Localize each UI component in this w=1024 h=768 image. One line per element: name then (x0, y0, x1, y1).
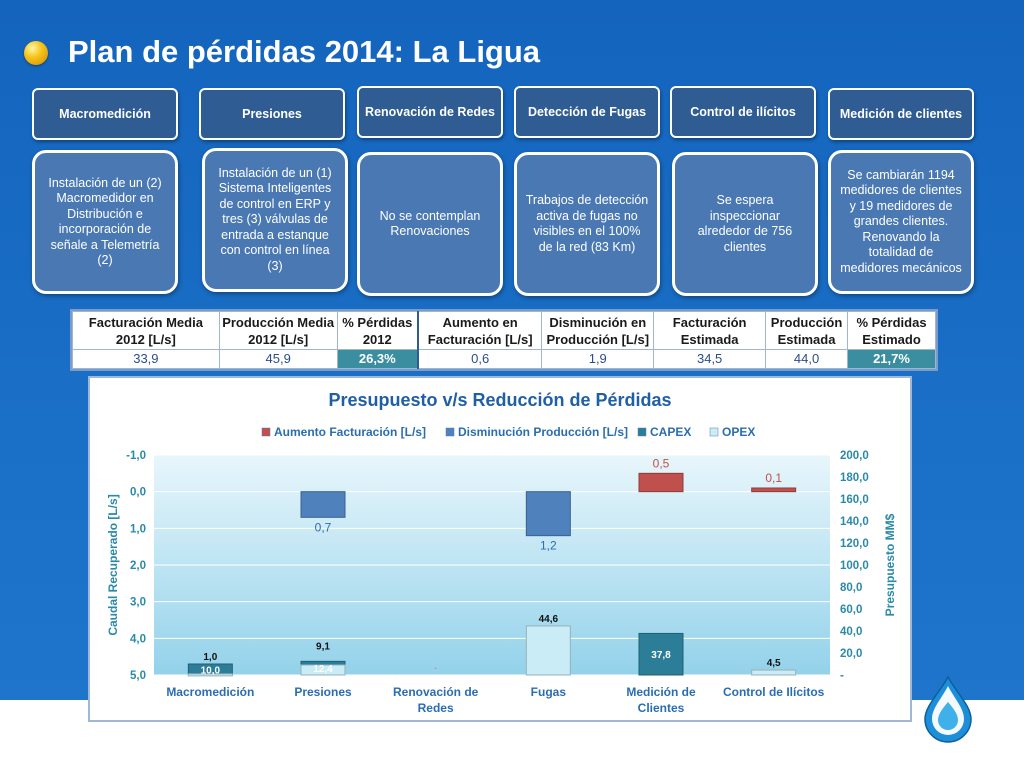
x-tick-label: Macromedición (166, 685, 254, 699)
x-tick-label: Presiones (294, 685, 352, 699)
bar-value-label: 0,5 (653, 456, 670, 470)
water-drop-logo (924, 675, 972, 743)
table-value-cell: 44,0 (765, 349, 849, 369)
x-tick-label: Control de Ilícitos (723, 685, 825, 699)
desc-presiones: Instalación de un (1) Sistema Inteligent… (202, 148, 348, 292)
left-tick-label: 2,0 (130, 560, 146, 572)
right-tick-label: 120,0 (840, 538, 869, 550)
chart-bar (525, 625, 571, 676)
bar-value-label: - (434, 663, 437, 674)
chart-data-labels: 0,5 0,1 0,7 1,2 10,0 12,4 - 37,8 1,0 9,1 44,6 4,5 (201, 456, 783, 676)
table-value-row: 33,9 45,9 26,3% 0,6 1,9 34,5 44,0 21,7% (72, 349, 936, 369)
chart-gridlines (154, 454, 830, 676)
left-tick-label: 3,0 (130, 597, 146, 609)
bar-value-label: 1,0 (203, 652, 217, 663)
chart-bar (751, 487, 797, 493)
right-axis-ticks: - 20,0 40,0 60,0 80,0 100,0 120,0 140,0 160,0 180… (840, 450, 869, 682)
table-header-cell: % Pérdidas Estimado (847, 311, 936, 350)
header-control-ilicitos: Control de ilícitos (670, 86, 816, 138)
table-header-row: Facturación Media 2012 [L/s] Producción … (72, 311, 936, 350)
legend-swatch (709, 427, 719, 437)
bar-value-label: 9,1 (316, 641, 330, 652)
chart-bar (638, 472, 684, 493)
desc-renovacion-redes: No se contemplan Renovaciones (357, 152, 503, 296)
desc-medicion-clientes: Se cambiarán 1194 medidores de clientes … (828, 150, 974, 294)
header-presiones: Presiones (199, 88, 345, 140)
bar-value-label: 0,1 (765, 471, 782, 485)
chart-title: Presupuesto v/s Reducción de Pérdidas (328, 390, 671, 410)
legend-label: Aumento Facturación [L/s] (274, 425, 426, 439)
bar-value-label: 0,7 (315, 520, 332, 534)
right-tick-label: 140,0 (840, 516, 869, 528)
left-tick-label: 1,0 (130, 523, 146, 535)
table-header-cell: % Pérdidas 2012 (336, 311, 419, 350)
budget-loss-chart: Presupuesto v/s Reducción de Pérdidas Au… (106, 390, 897, 715)
right-tick-label: 20,0 (840, 648, 862, 660)
table-value-cell: 34,5 (653, 349, 767, 369)
bullet-icon (24, 41, 48, 65)
table-value-cell: 45,9 (218, 349, 338, 369)
table-header-cell: Producción Estimada (765, 311, 849, 350)
table-header-cell: Facturación Estimada (653, 311, 767, 350)
right-tick-label: 200,0 (840, 450, 869, 462)
left-tick-label: 4,0 (130, 633, 146, 645)
legend-label: Disminución Producción [L/s] (458, 425, 628, 439)
desc-deteccion-fugas: Trabajos de detección activa de fugas no… (514, 152, 660, 296)
bar-value-label: 4,5 (767, 658, 781, 669)
summary-table: Facturación Media 2012 [L/s] Producción … (72, 311, 936, 369)
bar-value-label: 1,2 (540, 539, 557, 553)
legend-label: OPEX (722, 425, 755, 439)
table-value-cell: 21,7% (847, 349, 936, 369)
chart-bar (525, 491, 571, 537)
legend-swatch (637, 427, 647, 437)
x-tick-label: Medición de Clientes (626, 685, 696, 715)
table-header-cell: Facturación Media 2012 [L/s] (72, 311, 220, 350)
chart-bars (187, 472, 797, 677)
right-tick-label: 60,0 (840, 604, 862, 616)
left-axis-label: Caudal Recuperado [L/s] (106, 494, 120, 635)
header-deteccion-fugas: Detección de Fugas (514, 86, 660, 138)
x-tick-label: Renovación de Redes (393, 685, 479, 715)
x-tick-label: Fugas (531, 685, 567, 699)
left-tick-label: -1,0 (126, 450, 146, 462)
legend-swatch (445, 427, 455, 437)
chart-legend: Aumento Facturación [L/s] Disminución Pro… (261, 425, 755, 439)
slide-title: Plan de pérdidas 2014: La Ligua (68, 34, 541, 69)
table-header-cell: Producción Media 2012 [L/s] (218, 311, 338, 350)
legend-swatch (261, 427, 271, 437)
chart-bar (300, 491, 346, 518)
table-header-cell: Disminución en Producción [L/s] (541, 311, 655, 350)
table-value-cell: 0,6 (417, 349, 543, 369)
table-value-cell: 1,9 (541, 349, 655, 369)
left-tick-label: 0,0 (130, 487, 146, 499)
left-axis-ticks: -1,0 0,0 1,0 2,0 3,0 4,0 5,0 (126, 450, 146, 682)
table-value-cell: 26,3% (336, 349, 419, 369)
right-tick-label: 180,0 (840, 472, 869, 484)
right-tick-label: 160,0 (840, 494, 869, 506)
chart-bar (300, 664, 346, 676)
desc-control-ilicitos: Se espera inspeccionar alrededor de 756 … (672, 152, 818, 296)
header-renovacion-redes: Renovación de Redes (357, 86, 503, 138)
chart-bar (751, 669, 797, 676)
chart-bar (187, 673, 233, 677)
right-tick-label: 40,0 (840, 626, 862, 638)
header-medicion-clientes: Medición de clientes (828, 88, 974, 140)
bar-value-label: 37,8 (651, 650, 671, 661)
left-tick-label: 5,0 (130, 670, 146, 682)
right-tick-label: 100,0 (840, 560, 869, 572)
bar-value-label: 10,0 (201, 666, 221, 677)
legend-label: CAPEX (650, 425, 691, 439)
table-header-cell: Aumento en Facturación [L/s] (417, 311, 543, 350)
bar-value-label: 44,6 (539, 614, 559, 625)
x-axis-labels: Macromedición Presiones Renovación de Redes… (166, 685, 824, 715)
right-axis-label: Presupuesto MM$ (883, 513, 897, 616)
header-macromedicion: Macromedición (32, 88, 178, 140)
right-tick-label: - (840, 670, 844, 682)
table-value-cell: 33,9 (72, 349, 220, 369)
right-tick-label: 80,0 (840, 582, 862, 594)
chart-container: Presupuesto v/s Reducción de Pérdidas Au… (88, 376, 912, 722)
desc-macromedicion: Instalación de un (2) Macromedidor en Di… (32, 150, 178, 294)
chart-bar (638, 632, 684, 676)
bar-value-label: 12,4 (313, 664, 333, 675)
